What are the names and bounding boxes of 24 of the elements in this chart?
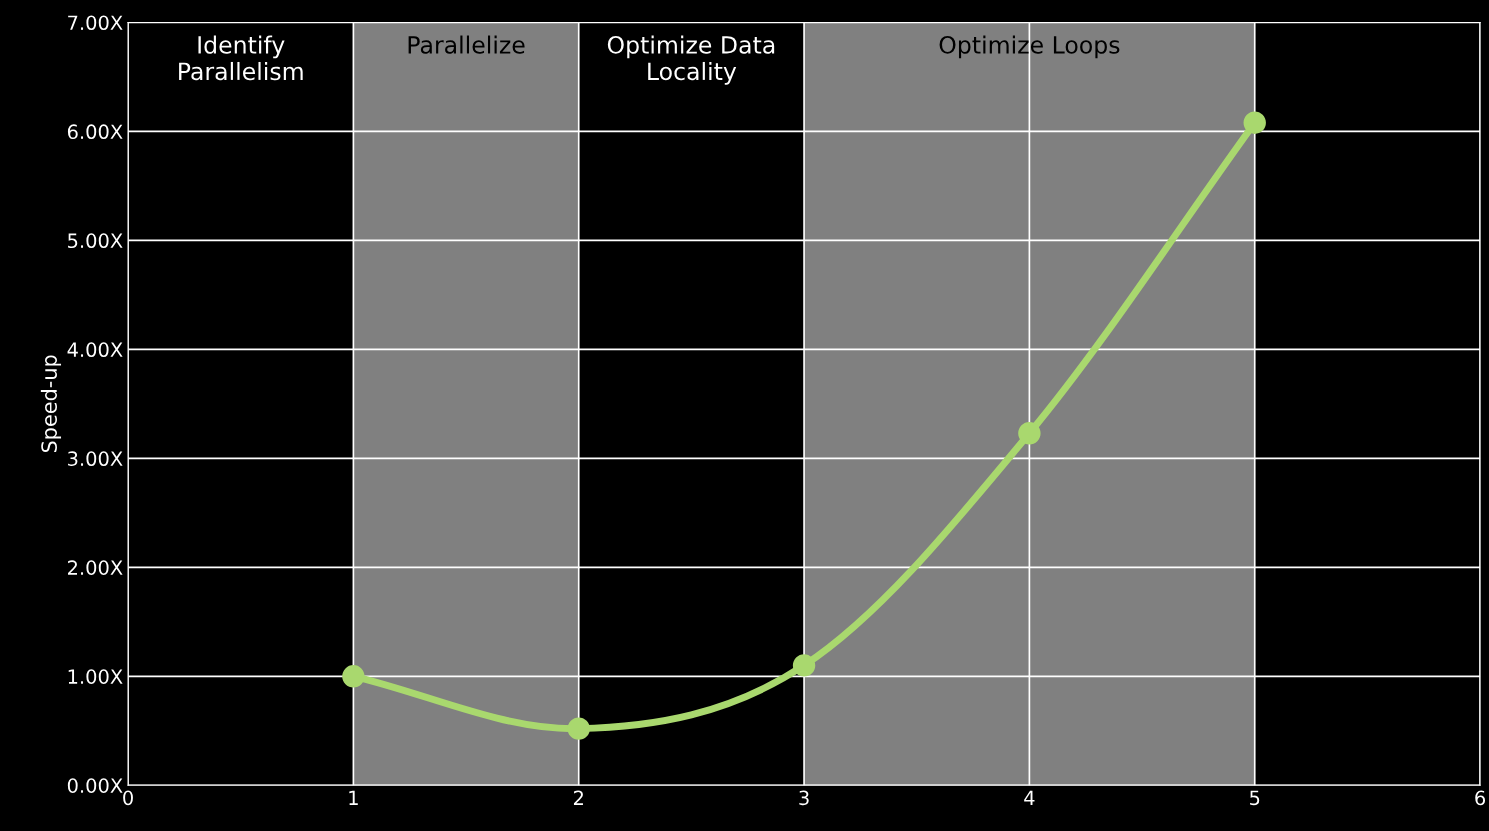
y-axis-title: Speed-up: [40, 355, 62, 453]
annotation: Identify Parallelism: [179, 35, 303, 81]
y-tick-label: 2.00X: [68, 560, 123, 575]
x-tick-label: 3: [799, 790, 809, 806]
x-tick-label: 6: [1475, 790, 1486, 806]
point: [792, 654, 816, 677]
point: [1243, 111, 1266, 134]
x-tick-label: 2: [573, 790, 583, 805]
y-tick-label: 5.00X: [68, 233, 123, 249]
x-tick-label: 4: [1024, 790, 1035, 805]
x-tick-label: 5: [1250, 790, 1260, 806]
point: [342, 665, 365, 688]
y-tick-label: 6.00X: [67, 124, 123, 140]
y-tick-label: 1.00X: [68, 669, 123, 684]
y-tick-label: 0.00X: [67, 778, 123, 793]
y-tick-label: 3.00X: [68, 451, 123, 467]
point: [567, 717, 590, 740]
point: [1018, 422, 1041, 445]
y-tick-label: 7.00X: [68, 15, 123, 31]
y-tick-label: 4.00X: [67, 342, 123, 358]
annotation: Optimize Data Locality: [607, 35, 775, 85]
x-tick-label: 0: [123, 790, 133, 806]
x-tick-label: 1: [349, 790, 358, 805]
band-label: Parallelize: [408, 35, 525, 54]
